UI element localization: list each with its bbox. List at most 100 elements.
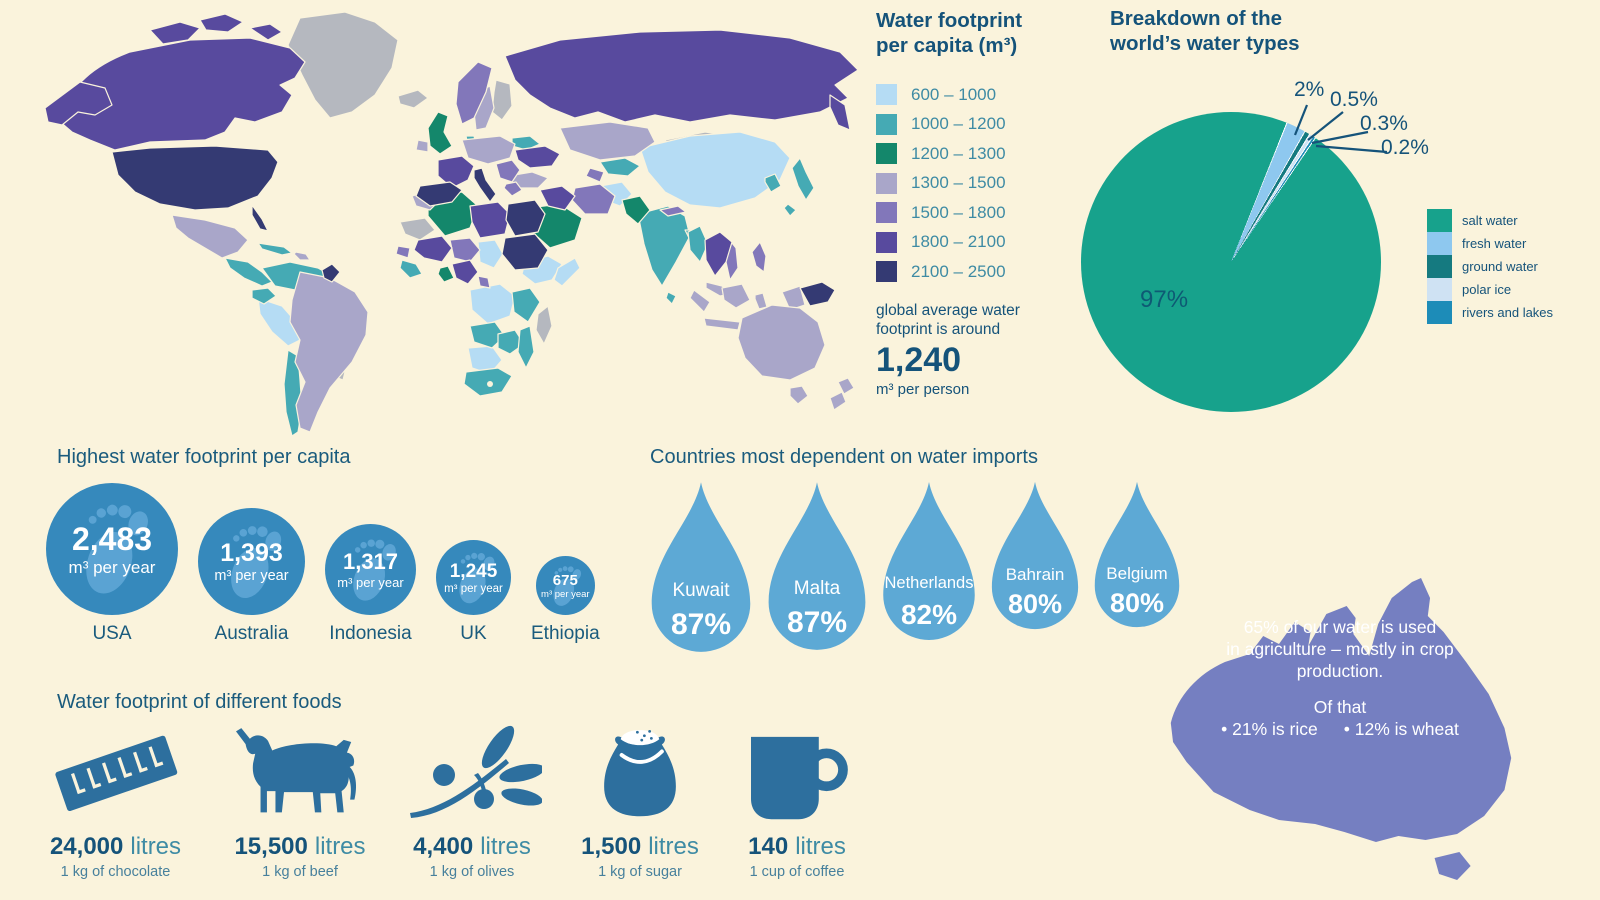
footprint-icon	[352, 538, 396, 601]
footprint-circle: 1,317 m³ per year	[325, 524, 416, 615]
legend-swatch	[876, 84, 897, 106]
chocolate-bar-icon	[38, 718, 193, 825]
footprint-unit: m³ per year	[68, 557, 156, 577]
legend-bin-row: 1200 – 1300	[876, 139, 1111, 169]
pie-legend-swatch	[1427, 301, 1452, 324]
australia-note: 65% of our water is used in agriculture …	[1190, 616, 1490, 740]
pie-legend-row: ground water	[1427, 255, 1553, 278]
footprint-country: Indonesia	[329, 623, 412, 644]
food-caption: 1 kg of beef	[262, 864, 338, 880]
legend-swatch	[876, 143, 897, 165]
food-caption: 1 kg of olives	[429, 864, 515, 880]
global-average-value: 1,240	[876, 340, 962, 379]
map-regions-1500-1800	[395, 61, 767, 289]
map-legend-bins: 600 – 1000 1000 – 1200 1200 – 1300 1300 …	[876, 80, 1111, 287]
map-regions-1800-2100	[44, 13, 859, 285]
import-drop: Bahrain 80%	[986, 479, 1084, 631]
pie-legend-row: polar ice	[1427, 278, 1553, 301]
footprint-circle: 675 m³ per year	[535, 556, 595, 615]
food-value-line: 15,500 litres	[234, 833, 366, 860]
footprint-unit: m³ per year	[541, 588, 590, 600]
australia-note-line: in agriculture – mostly in crop	[1226, 639, 1454, 659]
imports-title: Countries most dependent on water import…	[650, 446, 1038, 468]
global-average-note: global average water footprint is around	[876, 301, 1020, 338]
map-regions-no-data	[287, 11, 736, 381]
australia-note-line: 65% of our water is used	[1243, 617, 1437, 637]
pie-chart	[1081, 112, 1381, 412]
pie-legend: salt water fresh water ground water pola…	[1427, 209, 1553, 324]
australia-shape	[1170, 578, 1512, 880]
pie-legend-swatch	[1427, 232, 1452, 255]
footprint-circle: 1,245 m³ per year	[436, 540, 511, 615]
legend-bin-row: 1500 – 1800	[876, 198, 1111, 228]
import-value: 80%	[1109, 587, 1165, 618]
australia-note-line: production.	[1296, 661, 1384, 681]
water-drop-icon	[651, 482, 751, 652]
footprint-icon	[458, 552, 494, 603]
imports-row: Kuwait 87% Malta 87% Netherlands 82% Bah…	[645, 479, 1185, 654]
water-drop-icon	[883, 482, 975, 640]
food-item-olives: 4,400 litres 1 kg of olives	[392, 718, 552, 880]
world-map	[44, 11, 859, 437]
coffee-mug-icon	[722, 718, 872, 825]
legend-swatch	[876, 172, 897, 194]
footprint-country: Ethiopia	[531, 623, 600, 644]
footprint-country: Australia	[214, 623, 289, 644]
pie-callout-lines	[1293, 104, 1388, 154]
pie-salt-water-label: 97%	[1140, 286, 1189, 313]
food-value-line: 24,000 litres	[49, 833, 182, 860]
import-value: 82%	[900, 598, 958, 630]
food-value-line: 4,400 litres	[413, 833, 531, 860]
legend-swatch	[876, 113, 897, 135]
food-item-beef: 15,500 litres 1 kg of beef	[205, 718, 395, 880]
pie-legend-row: fresh water	[1427, 232, 1553, 255]
footprint-value: 1,393	[220, 539, 283, 567]
sugar-sack-icon	[565, 718, 715, 825]
map-regions-1000-1200	[224, 135, 815, 437]
pie-callout-ground-water: 0.5%	[1330, 88, 1378, 111]
australia-note-subtitle: Of that	[1313, 697, 1367, 717]
legend-swatch	[876, 261, 897, 283]
map-legend-title: Water footprint per capita (m³)	[876, 9, 1023, 57]
food-item-sugar: 1,500 litres 1 kg of sugar	[565, 718, 715, 880]
footprint-icon	[86, 504, 148, 594]
import-drop: Netherlands 82%	[877, 479, 981, 642]
pie-legend-row: rivers and lakes	[1427, 301, 1553, 324]
legend-swatch	[876, 231, 897, 253]
footprint-circle: 1,393 m³ per year	[198, 508, 305, 615]
footprint-icon	[230, 525, 281, 598]
footprint-value: 1,317	[342, 549, 399, 574]
import-country: Netherlands	[884, 574, 974, 593]
import-value: 80%	[1007, 589, 1063, 620]
legend-bin-row: 600 – 1000	[876, 80, 1111, 110]
import-country: Kuwait	[672, 579, 730, 601]
footprint-unit: m³ per year	[337, 575, 404, 590]
cow-icon	[205, 718, 395, 825]
legend-bin-row: 2100 – 2500	[876, 257, 1111, 287]
import-country: Belgium	[1106, 564, 1168, 583]
pie-legend-swatch	[1427, 255, 1452, 278]
water-drop-icon	[768, 482, 866, 650]
food-value-line: 140 litres	[748, 833, 846, 860]
footprint-item: 1,393 m³ per year Australia	[198, 508, 305, 645]
import-drop: Kuwait 87%	[645, 479, 757, 654]
legend-bin-row: 1000 – 1200	[876, 110, 1111, 140]
map-regions-1300-1500	[171, 85, 855, 433]
global-average-unit: m³ per person	[876, 380, 970, 398]
pie-legend-row: salt water	[1427, 209, 1553, 232]
footprint-circle: 2,483 m³ per year	[46, 483, 178, 615]
footprint-value: 675	[552, 571, 578, 589]
footprint-icon	[553, 565, 582, 606]
legend-bin-row: 1800 – 2100	[876, 228, 1111, 258]
map-legend: Water footprint per capita (m³) 600 – 10…	[876, 8, 1111, 398]
pie-callout-rivers-lakes: 0.2%	[1381, 136, 1429, 159]
footprint-item: 675 m³ per year Ethiopia	[531, 556, 600, 645]
water-drop-icon	[1094, 481, 1180, 628]
import-country: Malta	[793, 578, 841, 600]
footprints-row: 2,483 m³ per year USA 1,393 m³ per year Au…	[46, 483, 621, 645]
australia-bullet-rice: • 21% is rice	[1221, 719, 1318, 739]
australia-bullet-wheat: • 12% is wheat	[1343, 719, 1459, 739]
import-value: 87%	[786, 605, 848, 639]
pie-legend-swatch	[1427, 209, 1452, 232]
footprint-item: 2,483 m³ per year USA	[46, 483, 178, 645]
